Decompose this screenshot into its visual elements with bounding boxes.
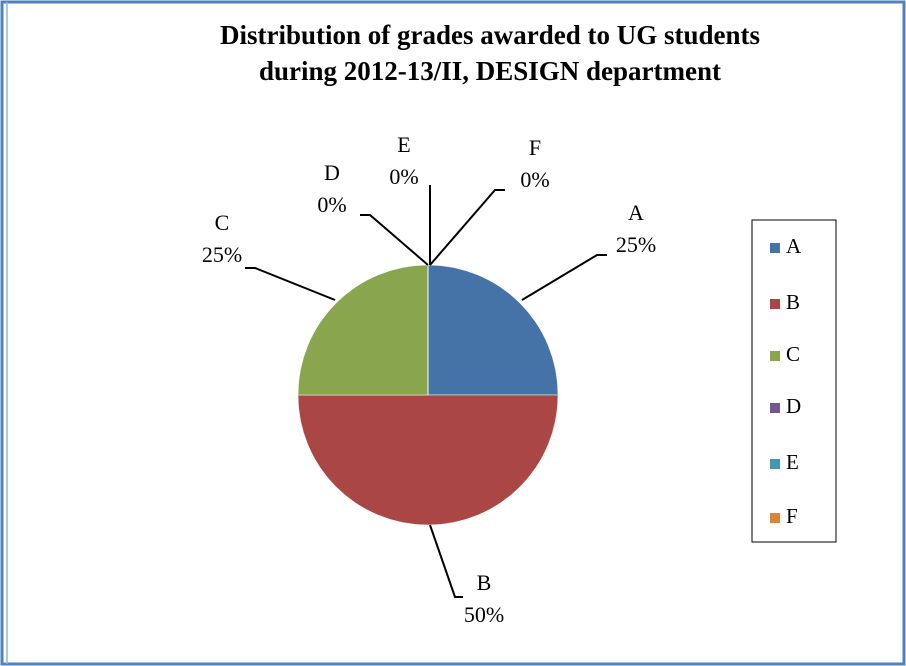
legend-label: B xyxy=(786,290,800,314)
pie-slice xyxy=(297,264,429,396)
leader-line xyxy=(521,254,607,301)
legend-swatch xyxy=(770,403,780,413)
legend-box xyxy=(751,219,837,543)
slice-category: F xyxy=(529,135,541,160)
slice-value-label: 0% xyxy=(389,164,418,189)
slice-category: A xyxy=(628,200,644,225)
legend-swatch xyxy=(770,513,780,523)
slice-value-label: 0% xyxy=(520,167,549,192)
leader-line xyxy=(429,524,463,598)
slice-value-label: 25% xyxy=(616,232,656,257)
legend-label: E xyxy=(786,450,799,474)
legend-label: C xyxy=(786,342,800,366)
slice-category: D xyxy=(324,160,340,185)
legend-label: D xyxy=(786,394,801,418)
slice-value-label: 50% xyxy=(464,602,504,627)
slice-category: B xyxy=(477,570,492,595)
pie-slice xyxy=(427,264,559,396)
legend-swatch xyxy=(770,459,780,469)
chart-title: Distribution of grades awarded to UG stu… xyxy=(220,20,760,50)
legend-swatch xyxy=(770,351,780,361)
legend-label: A xyxy=(786,234,802,258)
leader-line xyxy=(429,189,505,266)
slice-value-label: 0% xyxy=(317,192,346,217)
slice-category: E xyxy=(397,132,410,157)
leader-line xyxy=(360,214,429,266)
legend-swatch xyxy=(770,299,780,309)
chart-title: during 2012-13/II, DESIGN department xyxy=(259,56,721,86)
leader-line xyxy=(245,267,336,301)
legend-label: F xyxy=(786,504,798,528)
pie-slice xyxy=(297,394,559,526)
slice-category: C xyxy=(215,210,230,235)
slice-value-label: 25% xyxy=(202,242,242,267)
legend-swatch xyxy=(770,243,780,253)
